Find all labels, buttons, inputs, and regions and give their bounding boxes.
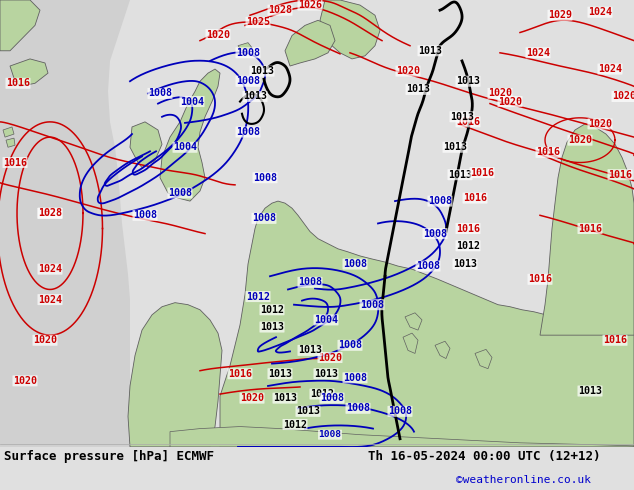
Text: 1016: 1016 [528, 274, 552, 284]
Polygon shape [3, 127, 14, 137]
Text: 1013: 1013 [243, 92, 267, 101]
Polygon shape [0, 0, 130, 447]
Text: 1020: 1020 [568, 135, 592, 145]
Text: 1008: 1008 [298, 277, 322, 287]
Polygon shape [403, 333, 418, 353]
Text: 1016: 1016 [6, 78, 30, 88]
Text: 1013: 1013 [296, 406, 320, 416]
Text: 1008: 1008 [346, 403, 370, 413]
Text: 1025: 1025 [246, 17, 270, 27]
Text: 1016: 1016 [228, 369, 252, 379]
Text: 1013: 1013 [450, 112, 474, 122]
Text: 1020: 1020 [488, 88, 512, 98]
Text: 1008: 1008 [236, 48, 260, 58]
Polygon shape [540, 124, 634, 335]
Text: 1024: 1024 [526, 48, 550, 58]
Text: ©weatheronline.co.uk: ©weatheronline.co.uk [456, 475, 592, 485]
Text: 1004: 1004 [180, 97, 204, 106]
Polygon shape [170, 427, 634, 447]
Text: 1008: 1008 [423, 229, 447, 239]
Polygon shape [130, 122, 162, 168]
Text: 1020: 1020 [612, 92, 634, 101]
Text: 1013: 1013 [260, 322, 284, 332]
Text: 1012: 1012 [260, 305, 284, 315]
Text: 1008: 1008 [428, 196, 452, 206]
Text: 1013: 1013 [443, 142, 467, 152]
Text: 1013: 1013 [456, 76, 480, 86]
Text: 1020: 1020 [318, 352, 342, 363]
Text: 1016: 1016 [536, 147, 560, 157]
Text: 1024: 1024 [588, 7, 612, 17]
Text: Th 16-05-2024 00:00 UTC (12+12): Th 16-05-2024 00:00 UTC (12+12) [368, 450, 600, 464]
Text: 1024: 1024 [38, 294, 62, 305]
Text: 1016: 1016 [470, 168, 494, 178]
Text: 1008: 1008 [360, 300, 384, 310]
Text: 1016: 1016 [456, 117, 480, 127]
Text: 1024: 1024 [598, 64, 622, 74]
Text: 1013: 1013 [250, 66, 274, 76]
Text: 1008: 1008 [252, 213, 276, 223]
Text: 1020: 1020 [13, 376, 37, 386]
Text: 1004: 1004 [173, 142, 197, 152]
Text: 1012: 1012 [456, 241, 480, 251]
Text: 1016: 1016 [3, 157, 27, 168]
Text: 1024: 1024 [38, 264, 62, 274]
Text: 1020: 1020 [206, 29, 230, 40]
Text: 1013: 1013 [453, 259, 477, 269]
Text: 1016: 1016 [578, 223, 602, 234]
Text: 1004: 1004 [314, 315, 338, 325]
Text: 1013: 1013 [418, 46, 442, 56]
Polygon shape [10, 59, 48, 86]
Text: 1008: 1008 [168, 188, 192, 198]
Text: 1028: 1028 [38, 208, 62, 218]
Text: Surface pressure [hPa] ECMWF: Surface pressure [hPa] ECMWF [4, 450, 214, 464]
Text: 1016: 1016 [603, 335, 627, 345]
Text: 1029: 1029 [548, 10, 572, 20]
Text: 1028: 1028 [38, 208, 62, 218]
Polygon shape [320, 0, 380, 59]
Text: 1013: 1013 [406, 84, 430, 95]
Text: 1020: 1020 [33, 335, 57, 345]
Text: 1008: 1008 [236, 76, 260, 86]
Text: 1013: 1013 [298, 345, 322, 355]
Text: 1013: 1013 [448, 170, 472, 180]
Text: 1020: 1020 [396, 66, 420, 76]
Text: 1013: 1013 [273, 393, 297, 403]
Polygon shape [160, 69, 220, 201]
Text: 1008: 1008 [338, 341, 362, 350]
Text: 1013: 1013 [314, 369, 338, 379]
Text: 1008: 1008 [236, 127, 260, 137]
Text: 1008: 1008 [343, 259, 367, 269]
Text: 1012: 1012 [283, 419, 307, 430]
Text: 1016: 1016 [608, 170, 632, 180]
Text: 1028: 1028 [268, 5, 292, 15]
Polygon shape [405, 313, 422, 330]
Text: 1008: 1008 [133, 210, 157, 221]
Polygon shape [285, 20, 335, 66]
Text: 1013: 1013 [268, 369, 292, 379]
Text: 1016: 1016 [456, 223, 480, 234]
Text: 1012: 1012 [246, 292, 270, 301]
Polygon shape [0, 0, 40, 51]
Text: 1016: 1016 [463, 193, 487, 203]
Text: 1008: 1008 [343, 373, 367, 383]
Polygon shape [238, 43, 252, 51]
Text: 1020: 1020 [588, 119, 612, 129]
Text: 1012: 1012 [310, 389, 334, 399]
Text: 1013: 1013 [578, 386, 602, 396]
Polygon shape [435, 341, 450, 359]
Text: 1008: 1008 [320, 393, 344, 403]
Text: 1008: 1008 [148, 88, 172, 98]
Text: 1026: 1026 [298, 0, 322, 10]
Polygon shape [128, 303, 222, 447]
Polygon shape [220, 201, 634, 447]
Text: 1008: 1008 [388, 406, 412, 416]
Polygon shape [475, 349, 492, 368]
Text: 1020: 1020 [498, 97, 522, 106]
Text: 1008: 1008 [416, 261, 440, 271]
Text: 1020: 1020 [240, 393, 264, 403]
Text: 1008: 1008 [318, 430, 342, 439]
Text: 1008: 1008 [253, 173, 277, 183]
Polygon shape [6, 138, 15, 147]
